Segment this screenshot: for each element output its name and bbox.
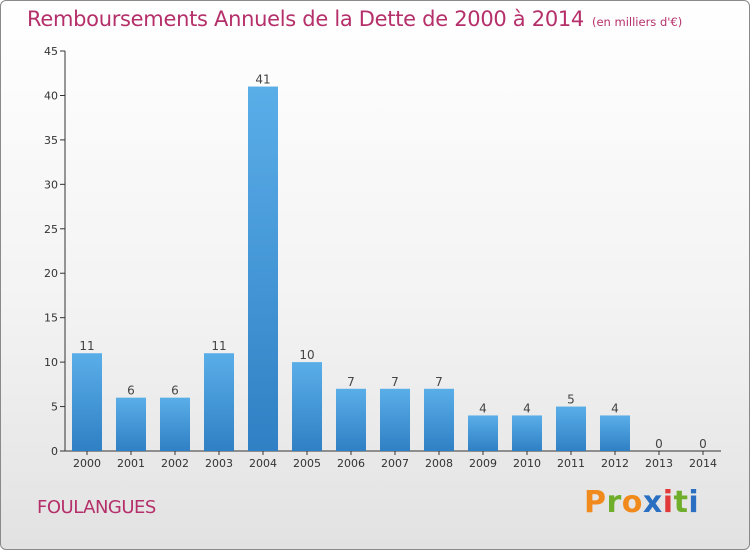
y-tick-label: 5 [51,401,58,414]
value-label-2008: 7 [435,375,443,389]
chart-bars [72,86,630,452]
value-label-2012: 4 [611,401,619,415]
bar-2002 [160,397,190,451]
bar-2003 [204,353,234,451]
y-tick-label: 35 [44,134,58,147]
y-tick-label: 20 [44,267,58,280]
value-label-2004: 41 [255,73,270,87]
x-tick-label-2007: 2007 [381,457,409,470]
x-tick-label-2004: 2004 [249,457,277,470]
bar-2005 [292,362,322,451]
bar-2001 [116,397,146,451]
y-tick-label: 40 [44,89,58,102]
chart-labels: 2000 11 2001 6 2002 6 2003 11 2004 41 2005 10 2006 7 2… [73,73,717,470]
y-tick-label: 10 [44,356,58,369]
x-tick-label-2006: 2006 [337,457,365,470]
x-tick-label-2013: 2013 [645,457,673,470]
chart-title: Remboursements Annuels de la Dette de 20… [27,7,682,31]
logo-letter: r [606,485,622,520]
bar-2010 [512,415,542,451]
value-label-2011: 5 [567,393,575,407]
bar-2007 [380,388,410,451]
bar-2008 [424,388,454,451]
x-tick-label-2008: 2008 [425,457,453,470]
y-tick-label: 45 [44,45,58,58]
bar-2000 [72,353,102,451]
value-label-2007: 7 [391,375,399,389]
chart-subtitle: (en milliers d'€) [592,15,683,29]
proxiti-logo: Proxiti [584,485,699,520]
value-label-2013: 0 [655,437,663,451]
logo-letter: t [673,485,689,520]
value-label-2003: 11 [211,339,226,353]
bar-2012 [600,415,630,451]
x-tick-label-2001: 2001 [117,457,145,470]
value-label-2014: 0 [699,437,707,451]
bar-2009 [468,415,498,451]
location-name: FOULANGUES [37,497,156,518]
logo-letter: i [688,485,700,520]
value-label-2002: 6 [171,384,179,398]
y-tick-label: 30 [44,178,58,191]
x-tick-label-2009: 2009 [469,457,497,470]
x-tick-label-2014: 2014 [689,457,717,470]
x-tick-label-2002: 2002 [161,457,189,470]
value-label-2006: 7 [347,375,355,389]
x-tick-label-2011: 2011 [557,457,585,470]
x-tick-label-2012: 2012 [601,457,629,470]
logo-letter: P [584,485,607,520]
y-tick-label: 0 [51,445,58,458]
logo-letter: i [662,485,674,520]
y-tick-label: 15 [44,312,58,325]
bar-2006 [336,388,366,451]
value-label-2000: 11 [79,339,94,353]
logo-letter: x [642,485,663,520]
title-text: Remboursements Annuels de la Dette de 20… [27,7,584,31]
y-tick-label: 25 [44,223,58,236]
x-tick-label-2003: 2003 [205,457,233,470]
value-label-2010: 4 [523,401,531,415]
value-label-2005: 10 [299,348,314,362]
x-tick-label-2005: 2005 [293,457,321,470]
logo-letter: o [621,485,643,520]
x-tick-label-2010: 2010 [513,457,541,470]
bar-2011 [556,406,586,451]
value-label-2001: 6 [127,384,135,398]
x-tick-label-2000: 2000 [73,457,101,470]
bar-2004 [248,86,278,452]
value-label-2009: 4 [479,401,487,415]
